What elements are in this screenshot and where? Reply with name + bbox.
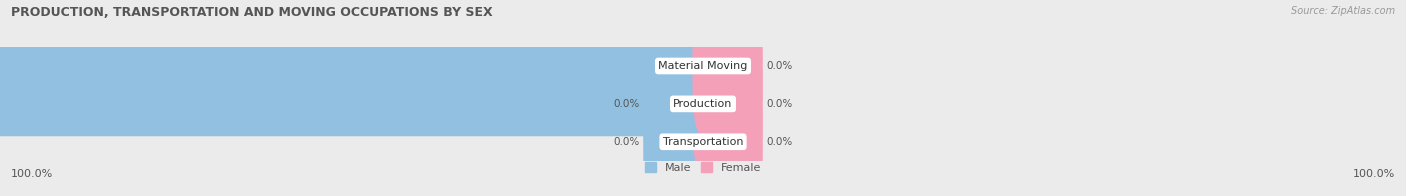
Text: Source: ZipAtlas.com: Source: ZipAtlas.com — [1291, 6, 1395, 16]
FancyBboxPatch shape — [693, 0, 762, 136]
FancyBboxPatch shape — [644, 34, 713, 174]
FancyBboxPatch shape — [0, 14, 1406, 194]
Text: 100.0%: 100.0% — [1353, 169, 1395, 179]
Text: 0.0%: 0.0% — [766, 61, 793, 71]
Text: PRODUCTION, TRANSPORTATION AND MOVING OCCUPATIONS BY SEX: PRODUCTION, TRANSPORTATION AND MOVING OC… — [11, 6, 494, 19]
Text: 0.0%: 0.0% — [766, 137, 793, 147]
Text: 0.0%: 0.0% — [613, 137, 640, 147]
Legend: Male, Female: Male, Female — [645, 162, 761, 173]
FancyBboxPatch shape — [0, 0, 1406, 156]
Text: 0.0%: 0.0% — [766, 99, 793, 109]
Text: 100.0%: 100.0% — [11, 169, 53, 179]
FancyBboxPatch shape — [693, 72, 762, 196]
Text: 0.0%: 0.0% — [613, 99, 640, 109]
Text: Material Moving: Material Moving — [658, 61, 748, 71]
Text: Transportation: Transportation — [662, 137, 744, 147]
FancyBboxPatch shape — [693, 34, 762, 174]
FancyBboxPatch shape — [0, 52, 1406, 196]
Text: Production: Production — [673, 99, 733, 109]
FancyBboxPatch shape — [644, 72, 713, 196]
FancyBboxPatch shape — [0, 0, 713, 136]
